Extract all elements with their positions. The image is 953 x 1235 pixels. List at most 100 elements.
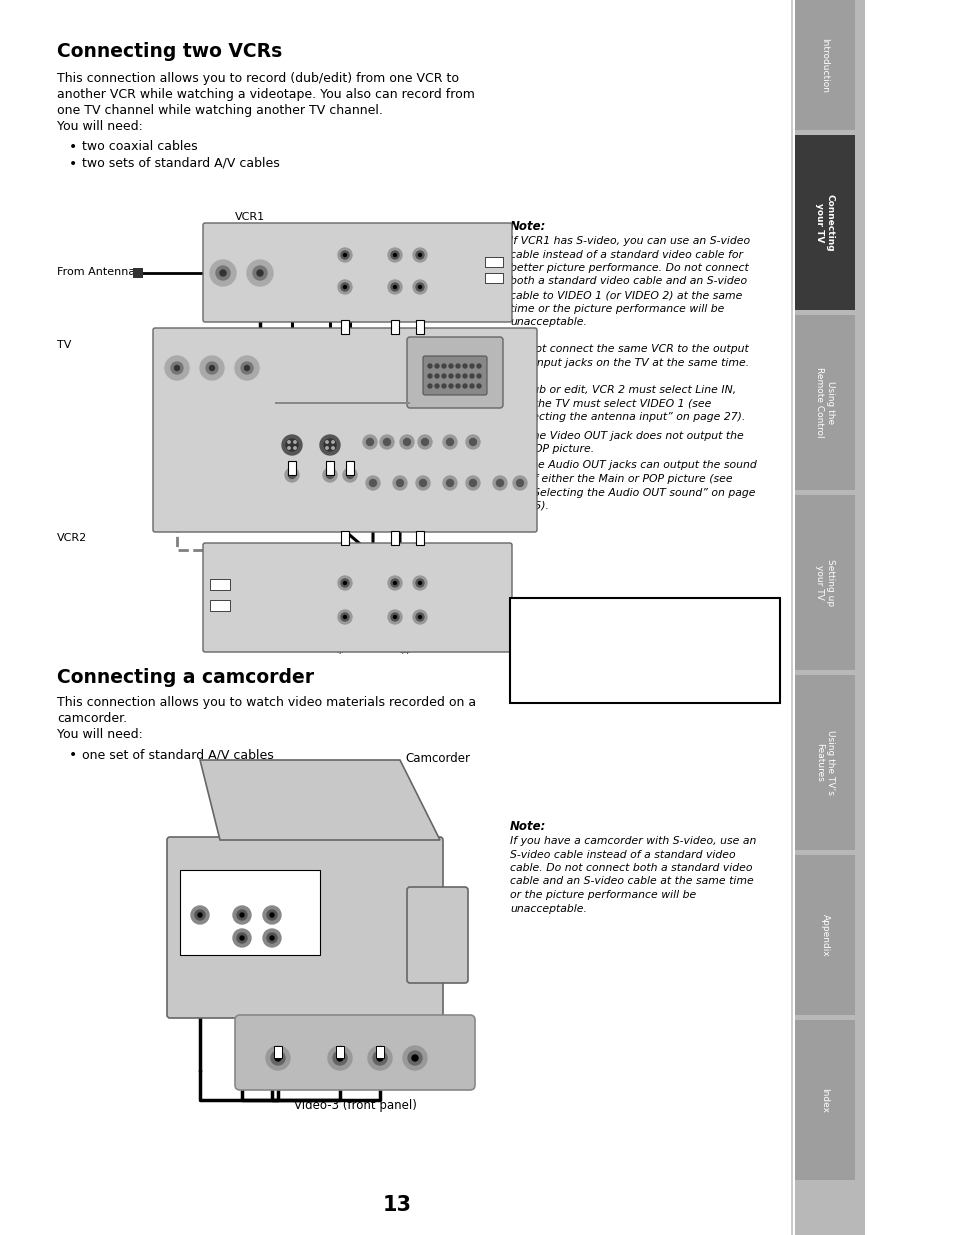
Circle shape: [324, 438, 335, 451]
Circle shape: [465, 435, 479, 450]
Text: materials is prohibited under the: materials is prohibited under the: [517, 647, 689, 657]
Circle shape: [294, 441, 295, 443]
Text: •: •: [69, 157, 77, 170]
Circle shape: [388, 248, 401, 262]
Circle shape: [343, 582, 346, 584]
Text: AUDIO: AUDIO: [450, 408, 470, 412]
Text: AUDIO: AUDIO: [390, 550, 412, 556]
Text: IN from ANT: IN from ANT: [209, 231, 247, 236]
Bar: [391, 320, 398, 333]
Circle shape: [441, 384, 446, 388]
Bar: [335, 1046, 344, 1058]
Circle shape: [288, 472, 295, 478]
Circle shape: [419, 479, 426, 487]
Bar: [346, 461, 354, 475]
Text: OUT: OUT: [427, 610, 438, 615]
FancyBboxPatch shape: [407, 337, 502, 408]
Text: This connection allows you to watch video materials recorded on a: This connection allows you to watch vide…: [57, 697, 476, 709]
Text: You will need:: You will need:: [57, 727, 143, 741]
Text: another VCR while watching a videotape. You also can record from: another VCR while watching a videotape. …: [57, 88, 475, 101]
Circle shape: [449, 374, 453, 378]
Circle shape: [240, 913, 244, 918]
Circle shape: [206, 362, 218, 374]
Text: **: **: [399, 650, 410, 659]
Text: COLOR
STREAM
HD-1: COLOR STREAM HD-1: [370, 406, 390, 422]
Polygon shape: [200, 760, 439, 840]
Text: CH 4: CH 4: [214, 598, 232, 604]
Circle shape: [416, 475, 430, 490]
Circle shape: [363, 435, 376, 450]
Text: VIDEO 1: VIDEO 1: [280, 408, 305, 412]
Circle shape: [340, 579, 349, 587]
Text: DVI/HDCP IN: DVI/HDCP IN: [437, 345, 472, 350]
Text: unacceptable.: unacceptable.: [510, 904, 586, 914]
Circle shape: [449, 364, 453, 368]
Text: AUDIO: AUDIO: [390, 230, 412, 236]
Text: This connection allows you to record (dub/edit) from one VCR to: This connection allows you to record (du…: [57, 72, 458, 85]
Bar: [484, 273, 502, 283]
Circle shape: [294, 447, 295, 450]
Text: AUDIO: AUDIO: [234, 874, 255, 879]
Circle shape: [340, 613, 349, 621]
Circle shape: [418, 285, 421, 289]
Text: CH 3: CH 3: [462, 254, 479, 261]
FancyBboxPatch shape: [167, 837, 442, 1018]
Circle shape: [413, 576, 427, 590]
Circle shape: [233, 906, 251, 924]
Circle shape: [413, 610, 427, 624]
Circle shape: [337, 610, 352, 624]
Bar: [790, 0, 792, 1235]
Text: 13: 13: [382, 1195, 412, 1215]
Circle shape: [368, 1046, 392, 1070]
Text: VIDEO: VIDEO: [183, 874, 203, 879]
Circle shape: [271, 1051, 285, 1065]
Text: and input jacks on the TV at the same time.: and input jacks on the TV at the same ti…: [510, 357, 748, 368]
Circle shape: [234, 356, 258, 380]
FancyBboxPatch shape: [407, 887, 468, 983]
Bar: [340, 320, 349, 333]
Circle shape: [366, 475, 379, 490]
Circle shape: [469, 479, 476, 487]
Circle shape: [326, 441, 328, 443]
Text: cable instead of a standard video cable for: cable instead of a standard video cable …: [510, 249, 742, 259]
Circle shape: [343, 615, 346, 619]
Text: CH 4: CH 4: [462, 272, 479, 278]
Circle shape: [516, 479, 523, 487]
Text: and the TV must select VIDEO 1 (see: and the TV must select VIDEO 1 (see: [510, 398, 711, 408]
Bar: [391, 531, 398, 545]
Text: Video-3 (front panel): Video-3 (front panel): [294, 1099, 416, 1112]
Text: Using the TV’s
Features: Using the TV’s Features: [815, 730, 834, 795]
Circle shape: [469, 438, 476, 446]
Circle shape: [416, 579, 423, 587]
Circle shape: [288, 441, 290, 443]
Circle shape: [194, 910, 205, 920]
Bar: [484, 257, 502, 267]
Circle shape: [247, 261, 273, 287]
Text: ANT-1: ANT-1: [169, 384, 185, 389]
Circle shape: [391, 283, 398, 291]
Text: To dub or edit, VCR 2 must select Line IN,: To dub or edit, VCR 2 must select Line I…: [510, 384, 736, 394]
Circle shape: [416, 251, 423, 259]
Text: one TV channel while watching another TV channel.: one TV channel while watching another TV…: [57, 104, 382, 117]
Circle shape: [241, 362, 253, 374]
Circle shape: [470, 374, 474, 378]
Circle shape: [476, 384, 480, 388]
Circle shape: [393, 615, 396, 619]
Circle shape: [233, 929, 251, 947]
Circle shape: [418, 582, 421, 584]
Circle shape: [210, 261, 235, 287]
Circle shape: [253, 266, 267, 280]
Circle shape: [346, 472, 354, 478]
Bar: [210, 600, 230, 611]
Circle shape: [332, 441, 334, 443]
Text: Copyright Laws of the United States and: Copyright Laws of the United States and: [517, 659, 728, 671]
Text: Do not connect the same VCR to the output: Do not connect the same VCR to the outpu…: [510, 345, 748, 354]
Text: both a standard video cable and an S-video: both a standard video cable and an S-vid…: [510, 277, 746, 287]
Circle shape: [442, 475, 456, 490]
Text: •: •: [69, 748, 77, 762]
Text: IN: IN: [427, 576, 433, 580]
Text: From Antenna: From Antenna: [57, 267, 135, 277]
Text: or the picture performance will be: or the picture performance will be: [510, 890, 696, 900]
Circle shape: [393, 253, 396, 257]
Text: *: *: [336, 647, 343, 659]
